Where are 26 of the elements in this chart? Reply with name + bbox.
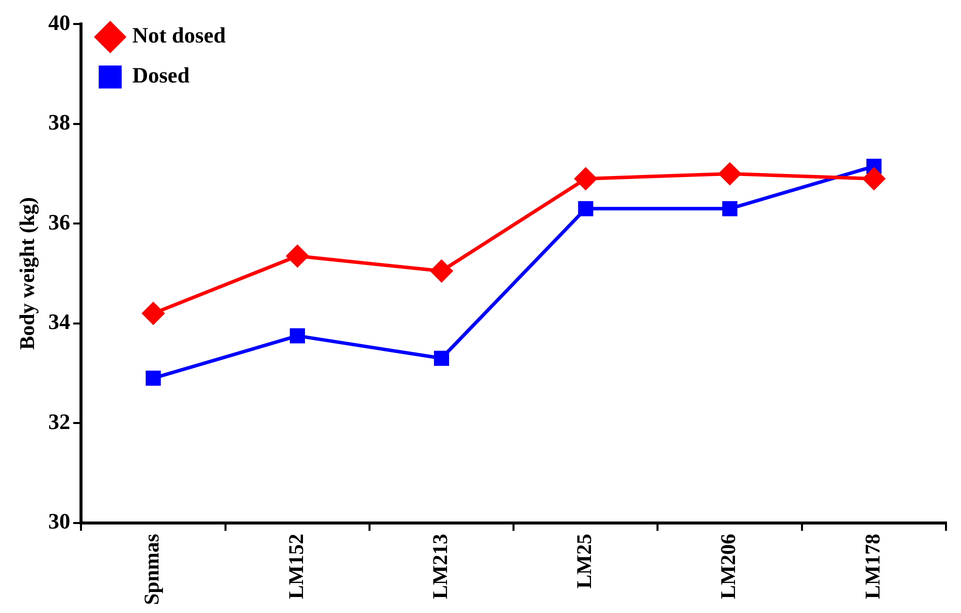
y-tick-label: 38 <box>48 110 70 135</box>
legend-label: Not dosed <box>132 22 226 48</box>
point <box>286 244 309 268</box>
point <box>722 201 738 216</box>
point <box>146 370 161 386</box>
x-tick-label: LM206 <box>716 534 740 600</box>
y-tick-label: 36 <box>48 209 70 234</box>
point <box>434 350 450 366</box>
x-tick-label: LM213 <box>428 534 452 600</box>
x-tick-label: LM152 <box>284 534 308 600</box>
y-tick-label: 34 <box>48 309 70 334</box>
legend-label: Dosed <box>132 62 190 88</box>
y-tick-label: 30 <box>48 508 70 534</box>
y-tick-label: 40 <box>48 10 70 35</box>
point <box>578 201 594 216</box>
point <box>290 328 305 344</box>
point <box>862 167 886 190</box>
point <box>718 162 742 186</box>
y-axis-title: Body weight (kg) <box>15 197 40 350</box>
point <box>574 167 598 190</box>
x-tick-label: LM178 <box>860 534 884 600</box>
point <box>142 302 165 325</box>
x-tick-label: LM25 <box>572 534 596 589</box>
y-tick-label: 32 <box>48 408 70 434</box>
x-tick-label: Spnmas <box>140 534 164 605</box>
point <box>430 260 454 283</box>
